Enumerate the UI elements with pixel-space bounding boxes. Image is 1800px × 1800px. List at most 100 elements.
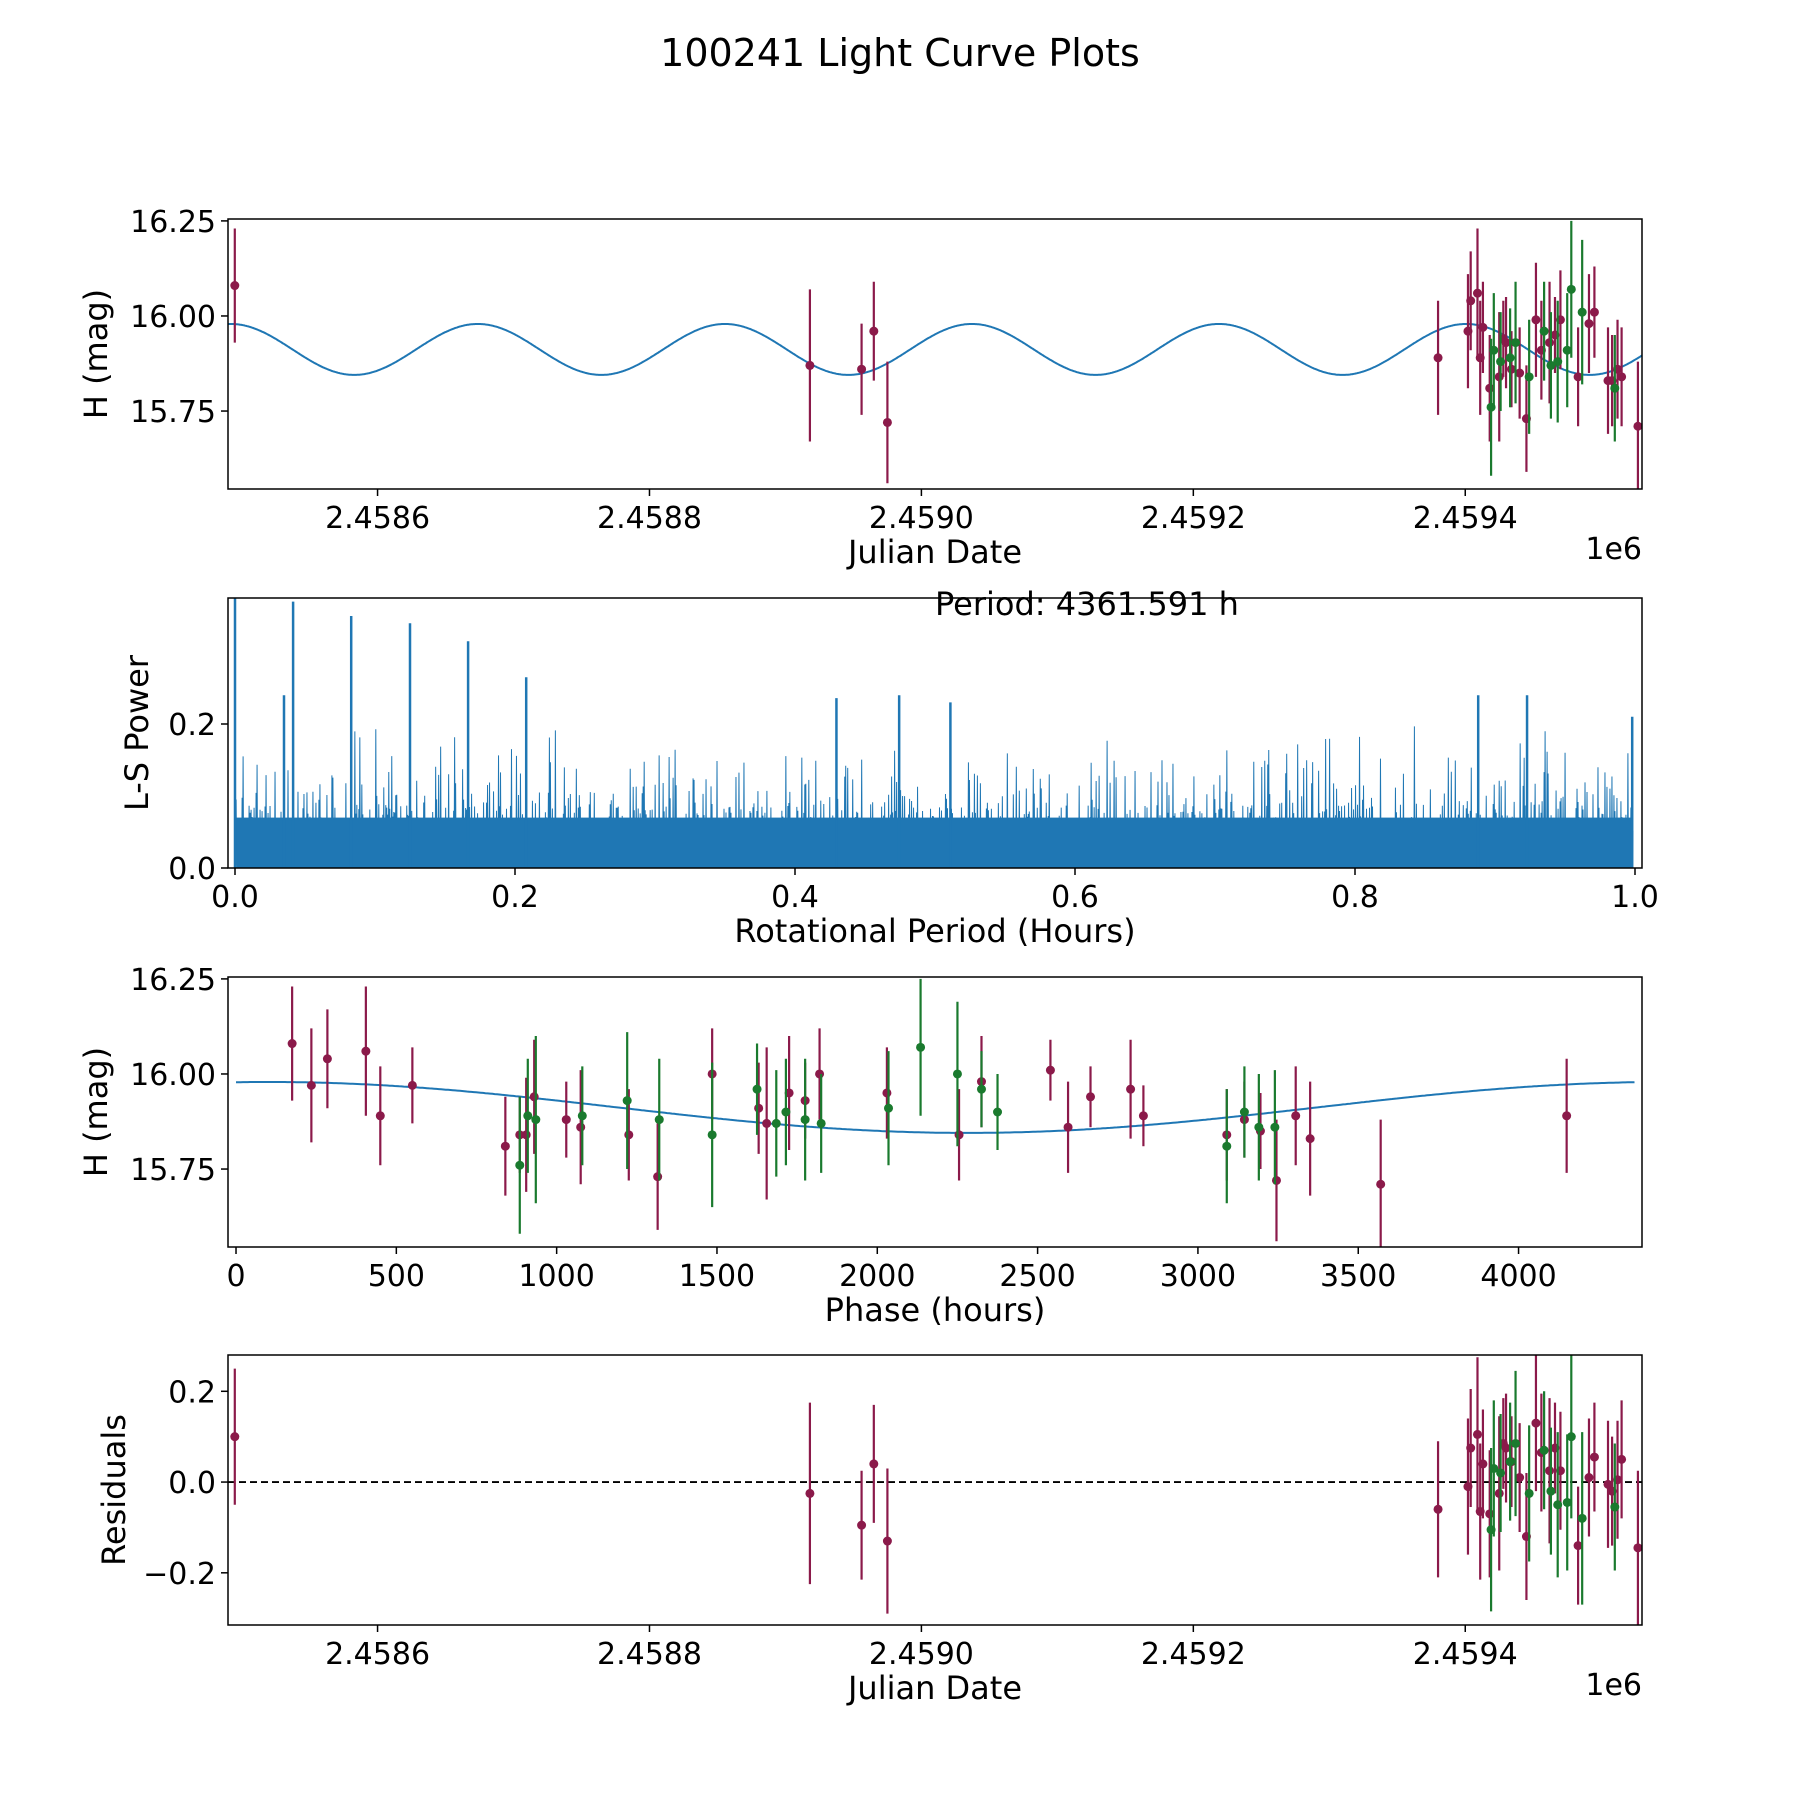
phased-point — [653, 1172, 663, 1182]
y-axis-label: H (mag) — [77, 1047, 115, 1177]
residual-point — [1584, 1473, 1594, 1483]
phased-panel: 0 500 1000 1500 2000 2500 3000 3500 4000 15.75 16.… — [77, 963, 1643, 1329]
phased-point — [322, 1054, 332, 1064]
lightcurve-point — [1505, 353, 1515, 363]
phased-point — [916, 1042, 926, 1052]
residual-point — [1478, 1459, 1488, 1469]
phased-point — [361, 1046, 371, 1056]
plot-area — [228, 1355, 1642, 1625]
phased-point — [781, 1107, 791, 1117]
residual-point — [1603, 1479, 1613, 1489]
residual-point — [1577, 1513, 1587, 1523]
phased-point — [515, 1160, 525, 1170]
phased-point — [1271, 1175, 1281, 1185]
y-tick-label: 0.2 — [168, 1375, 216, 1410]
x-tick-label: 2.4594 — [1413, 1637, 1518, 1672]
residual-point — [1589, 1452, 1599, 1462]
residual-point — [1562, 1497, 1572, 1507]
residual-point — [1433, 1504, 1443, 1514]
y-tick-label: 16.25 — [130, 205, 216, 240]
phased-point — [1305, 1134, 1315, 1144]
lightcurve-point — [1466, 296, 1476, 306]
phased-point — [1126, 1084, 1136, 1094]
plot-area — [228, 220, 1642, 489]
residual-point — [1610, 1502, 1620, 1512]
lightcurve-point — [1589, 307, 1599, 317]
residual-point — [1524, 1488, 1534, 1498]
residual-point — [1489, 1463, 1499, 1473]
lightcurve-point — [1539, 326, 1549, 336]
phased-point — [882, 1088, 892, 1098]
phased-point — [624, 1130, 634, 1140]
lightcurve-panel: 2.4586 2.4588 2.4590 2.4592 2.4594 15.75 16.00… — [77, 205, 1643, 571]
y-tick-label: 16.25 — [130, 963, 216, 998]
periodogram-panel: 0.0 0.2 0.4 0.6 0.8 1.0 0.0 0.2 Rotational Perio… — [118, 585, 1659, 950]
y-axis-label: H (mag) — [77, 289, 115, 419]
x-tick-label: 0.4 — [771, 880, 819, 915]
figure-title: 100241 Light Curve Plots — [660, 31, 1140, 75]
phased-point — [1222, 1141, 1232, 1151]
lightcurve-point — [1501, 338, 1511, 348]
phased-point — [1045, 1065, 1055, 1075]
residual-point — [1573, 1541, 1583, 1551]
phased-point — [762, 1118, 772, 1128]
lightcurve-point — [1566, 284, 1576, 294]
phased-point — [976, 1084, 986, 1094]
lightcurve-point — [1546, 360, 1556, 370]
lightcurve-point — [1610, 383, 1620, 393]
lightcurve-point — [1633, 421, 1642, 431]
phased-point — [306, 1080, 316, 1090]
residual-point — [1553, 1500, 1563, 1510]
lightcurve-point — [1433, 353, 1443, 363]
model-curve — [228, 323, 1642, 376]
phased-point — [754, 1103, 764, 1113]
phased-point — [800, 1115, 810, 1125]
lightcurve-point — [1489, 345, 1499, 355]
lightcurve-point — [1524, 372, 1534, 382]
x-tick-label: 1000 — [518, 1259, 594, 1294]
phased-point — [500, 1141, 510, 1151]
lightcurve-point — [1515, 368, 1525, 378]
x-tick-label: 4000 — [1480, 1259, 1556, 1294]
phased-point — [952, 1069, 962, 1079]
x-tick-label: 2500 — [999, 1259, 1075, 1294]
lightcurve-point — [1472, 288, 1482, 298]
plot-area — [233, 598, 1634, 868]
axes-frame — [227, 1354, 1643, 1626]
phased-point — [816, 1118, 826, 1128]
residual-point — [1472, 1429, 1482, 1439]
phased-model-curve — [236, 1081, 1635, 1134]
phased-point — [1291, 1111, 1301, 1121]
lightcurve-point — [1545, 338, 1555, 348]
phased-point — [561, 1115, 571, 1125]
phased-point — [771, 1118, 781, 1128]
lightcurve-point — [1573, 372, 1583, 382]
y-tick-label: 0.0 — [168, 1466, 216, 1501]
residual-point — [1617, 1454, 1627, 1464]
phased-point — [1063, 1122, 1073, 1132]
axes-frame — [227, 218, 1643, 490]
x-axis-label: Julian Date — [846, 1669, 1022, 1707]
phased-point — [1254, 1122, 1264, 1132]
phased-point — [523, 1111, 533, 1121]
x-tick-label: 2.4588 — [597, 1637, 702, 1672]
x-axis-label: Rotational Period (Hours) — [734, 912, 1135, 950]
phased-point — [521, 1130, 531, 1140]
y-tick-label: 16.00 — [130, 300, 216, 335]
x-tick-label: 2000 — [839, 1259, 915, 1294]
phased-point — [993, 1107, 1003, 1117]
x-tick-label: 2.4592 — [1141, 501, 1246, 536]
x-tick-label: 500 — [368, 1259, 425, 1294]
residual-point — [1494, 1488, 1504, 1498]
y-axis-label: Residuals — [95, 1414, 133, 1566]
phased-point — [1376, 1179, 1386, 1189]
residual-point — [1633, 1543, 1642, 1553]
y-tick-label: 15.75 — [130, 395, 216, 430]
phased-point — [884, 1103, 894, 1113]
x-axis-label: Julian Date — [846, 533, 1022, 571]
phased-point — [577, 1111, 587, 1121]
axes-frame — [227, 597, 1643, 869]
x-offset-label: 1e6 — [1585, 1668, 1642, 1703]
lightcurve-point — [882, 417, 892, 427]
